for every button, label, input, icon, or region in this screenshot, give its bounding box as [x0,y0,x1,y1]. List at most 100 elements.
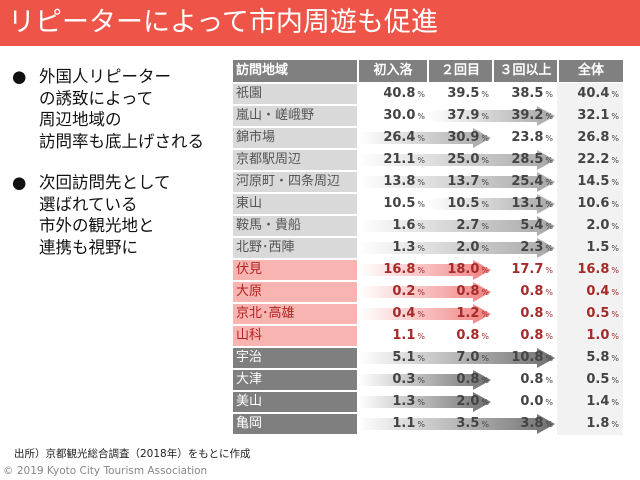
overall-value: 26.8% [557,127,623,149]
table-row: 京北･高雄 0.4% 1.2% 0.8% 0.5% [233,303,625,325]
third-plus-visit-value: 3.8% [493,413,557,435]
value-number: 10.5 [383,196,416,211]
second-visit-value: 1.2% [429,303,493,325]
value-number: 2.0 [456,240,480,255]
first-visit-value: 1.3% [359,391,429,413]
table-row: 祇園 40.8% 39.5% 38.5% 40.4% [233,83,625,105]
value-number: 40.4 [577,86,610,101]
first-visit-value: 1.1% [359,413,429,435]
trend-arrow [359,128,491,148]
unit-label: % [545,134,553,143]
unit-label: % [417,420,425,429]
bullet-icon: ● [12,67,27,86]
table-row: 錦市場 26.4% 30.9% 23.8% 26.8% [233,127,625,149]
unit-label: % [611,90,619,99]
region-name: 北野･西陣 [233,238,357,258]
value-number: 30.9 [447,130,480,145]
total-column-bg [557,369,623,391]
total-column-bg [557,105,623,127]
bullet-icon: ● [12,173,27,192]
third-plus-visit-value: 0.8% [493,325,557,347]
unit-label: % [611,288,619,297]
value-number: 14.5 [577,174,610,189]
value-number: 7.0 [456,350,480,365]
trend-arrow [359,260,491,280]
value-number: 0.4 [392,306,416,321]
value-number: 39.5 [447,86,480,101]
value-number: 0.2 [392,284,416,299]
table-row: 京都駅周辺 21.1% 25.0% 28.5% 22.2% [233,149,625,171]
total-column-bg [557,259,623,281]
value-number: 0.8 [520,372,544,387]
column-header: 初入洛 [359,60,427,82]
copyright: © 2019 Kyoto City Tourism Association [3,465,208,477]
unit-label: % [481,266,489,275]
unit-label: % [481,310,489,319]
first-visit-value: 1.6% [359,215,429,237]
unit-label: % [545,398,553,407]
total-column-bg [557,347,623,369]
second-visit-value: 30.9% [429,127,493,149]
unit-label: % [545,332,553,341]
region-name: 嵐山・嵯峨野 [233,106,357,126]
total-column-bg [557,237,623,259]
unit-label: % [417,310,425,319]
unit-label: % [417,288,425,297]
overall-value: 1.8% [557,413,623,435]
second-visit-value: 25.0% [429,149,493,171]
unit-label: % [545,178,553,187]
value-number: 0.8 [456,372,480,387]
unit-label: % [481,420,489,429]
third-plus-visit-value: 25.4% [493,171,557,193]
third-plus-visit-value: 38.5% [493,83,557,105]
unit-label: % [611,310,619,319]
total-column-bg [557,215,623,237]
trend-arrow [429,194,555,214]
unit-label: % [611,244,619,253]
third-plus-visit-value: 23.8% [493,127,557,149]
unit-label: % [417,178,425,187]
value-number: 3.8 [520,416,544,431]
unit-label: % [417,354,425,363]
value-number: 1.4 [586,394,610,409]
table-row: 宇治 5.1% 7.0% 10.8% 5.8% [233,347,625,369]
second-visit-value: 2.7% [429,215,493,237]
overall-value: 5.8% [557,347,623,369]
first-visit-value: 0.4% [359,303,429,325]
bullet-text: 次回訪問先として 選ばれている 市外の観光地と 連携も視野に [39,173,171,257]
overall-value: 40.4% [557,83,623,105]
unit-label: % [545,112,553,121]
value-number: 0.8 [456,328,480,343]
second-visit-value: 39.5% [429,83,493,105]
table-row: 伏見 16.8% 18.0% 17.7% 16.8% [233,259,625,281]
first-visit-value: 0.2% [359,281,429,303]
first-visit-value: 40.8% [359,83,429,105]
region-name: 鞍馬・貴船 [233,216,357,236]
trend-arrow [359,172,555,192]
second-visit-value: 37.9% [429,105,493,127]
value-number: 0.3 [392,372,416,387]
overall-value: 14.5% [557,171,623,193]
unit-label: % [481,288,489,297]
overall-value: 32.1% [557,105,623,127]
unit-label: % [417,134,425,143]
total-column-bg [557,281,623,303]
value-number: 10.5 [447,196,480,211]
region-name: 錦市場 [233,128,357,148]
region-name: 山科 [233,326,357,346]
value-number: 3.5 [456,416,480,431]
first-visit-value: 0.3% [359,369,429,391]
value-number: 1.6 [392,218,416,233]
value-number: 0.0 [520,394,544,409]
value-number: 5.4 [520,218,544,233]
value-number: 10.8 [511,350,544,365]
unit-label: % [481,332,489,341]
table-row: 河原町・四条周辺 13.8% 13.7% 25.4% 14.5% [233,171,625,193]
third-plus-visit-value: 13.1% [493,193,557,215]
value-number: 26.4 [383,130,416,145]
visit-rate-table: 訪問地域 初入洛 ２回目 ３回以上 全体 祇園 40.8% 39.5% 38.5% 40.4% 嵐山… [233,60,625,440]
unit-label: % [545,90,553,99]
table-row: 大原 0.2% 0.8% 0.8% 0.4% [233,281,625,303]
value-number: 22.2 [577,152,610,167]
unit-label: % [611,178,619,187]
